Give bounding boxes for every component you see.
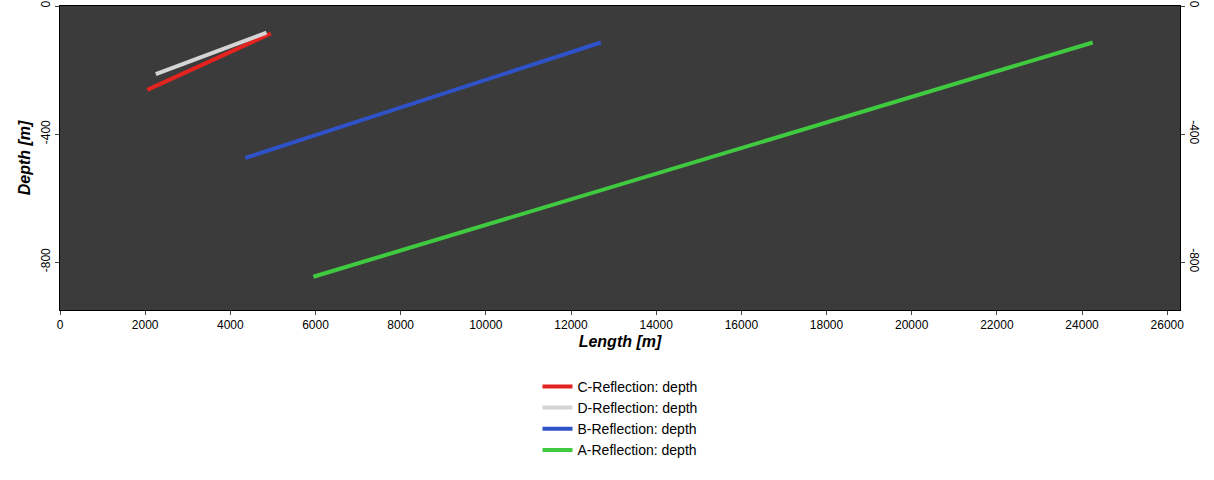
- svg-text:C-Reflection: depth: C-Reflection: depth: [578, 379, 698, 395]
- svg-text:-400: -400: [39, 120, 53, 144]
- svg-text:6000: 6000: [302, 318, 329, 332]
- svg-text:20000: 20000: [895, 318, 929, 332]
- svg-text:0: 0: [57, 318, 64, 332]
- svg-text:26000: 26000: [1151, 318, 1185, 332]
- svg-text:0: 0: [39, 1, 53, 8]
- svg-text:8000: 8000: [387, 318, 414, 332]
- svg-text:10000: 10000: [469, 318, 503, 332]
- svg-text:0: 0: [1187, 1, 1201, 8]
- svg-text:12000: 12000: [554, 318, 588, 332]
- svg-text:22000: 22000: [980, 318, 1014, 332]
- svg-text:-800: -800: [39, 248, 53, 272]
- svg-text:14000: 14000: [640, 318, 674, 332]
- svg-text:2000: 2000: [132, 318, 159, 332]
- svg-text:16000: 16000: [725, 318, 759, 332]
- svg-text:4000: 4000: [217, 318, 244, 332]
- svg-text:18000: 18000: [810, 318, 844, 332]
- svg-text:Length [m]: Length [m]: [579, 333, 662, 350]
- svg-text:Depth [m]: Depth [m]: [16, 120, 33, 195]
- svg-text:A-Reflection: depth: A-Reflection: depth: [578, 442, 697, 458]
- svg-text:24000: 24000: [1065, 318, 1099, 332]
- svg-text:-800: -800: [1187, 248, 1201, 272]
- svg-text:D-Reflection: depth: D-Reflection: depth: [578, 400, 698, 416]
- svg-text:B-Reflection: depth: B-Reflection: depth: [578, 421, 697, 437]
- svg-text:-400: -400: [1187, 120, 1201, 144]
